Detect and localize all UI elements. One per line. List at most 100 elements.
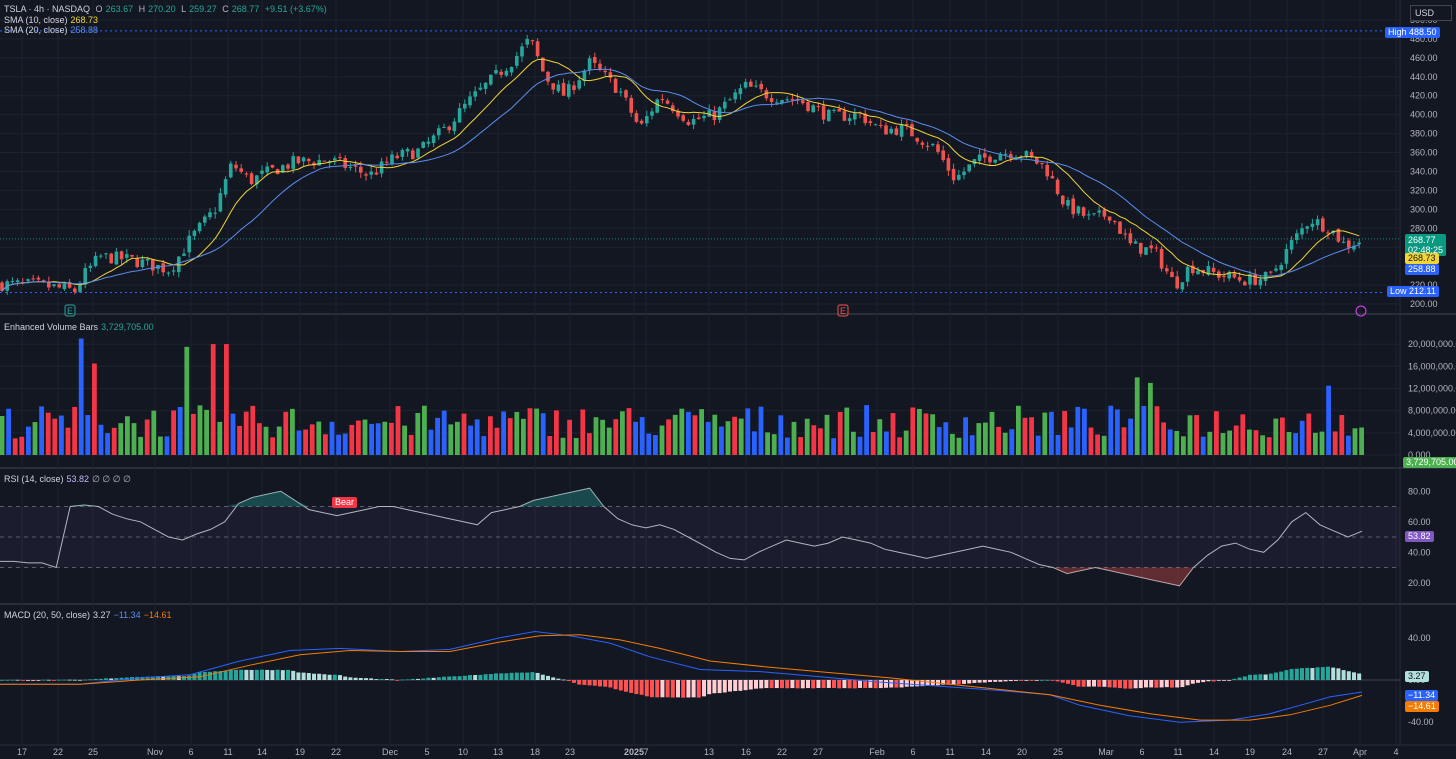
macd-hist-bar bbox=[613, 680, 618, 690]
volume-bar bbox=[917, 408, 922, 455]
candle-body bbox=[712, 110, 717, 121]
macd-hist-bar bbox=[821, 680, 826, 689]
candle-body bbox=[525, 38, 529, 45]
volume-bar bbox=[349, 424, 355, 455]
rsi-extras: ∅ ∅ ∅ ∅ bbox=[92, 474, 131, 484]
volume-bar bbox=[375, 423, 381, 455]
open-value: 263.67 bbox=[105, 4, 134, 14]
candle-body bbox=[821, 105, 826, 120]
macd-hist-bar bbox=[728, 680, 732, 692]
volume-bar bbox=[633, 421, 638, 455]
candle-body bbox=[707, 110, 711, 117]
currency-selector[interactable]: USD bbox=[1410, 5, 1452, 21]
candle-body bbox=[473, 91, 477, 97]
candle-body bbox=[515, 56, 519, 66]
candle-body bbox=[1248, 274, 1252, 285]
macd-hist-bar bbox=[317, 673, 322, 680]
volume-bar bbox=[752, 431, 757, 455]
candle-body bbox=[374, 172, 379, 175]
candle-body bbox=[1144, 247, 1148, 255]
volume-bar bbox=[705, 421, 711, 455]
volume-bar bbox=[897, 437, 902, 455]
macd-hist-bar bbox=[1258, 674, 1263, 680]
volume-bar bbox=[811, 425, 817, 455]
macd-hist-bar bbox=[967, 680, 972, 684]
volume-bar bbox=[151, 410, 157, 455]
low-label: L bbox=[181, 4, 187, 14]
macd-hist-bar bbox=[10, 679, 15, 681]
macd-hist-bar bbox=[218, 671, 223, 680]
volume-bar bbox=[1319, 431, 1325, 455]
candle-body bbox=[411, 150, 415, 160]
candles-group bbox=[0, 34, 1361, 295]
macd-hist-bar bbox=[904, 680, 909, 687]
candle-body bbox=[1118, 221, 1122, 234]
volume-bar bbox=[521, 418, 526, 455]
macd-hist-bar bbox=[57, 679, 62, 681]
open-label: O bbox=[95, 4, 103, 14]
macd-hist-bar bbox=[717, 680, 722, 694]
sma20-legend[interactable]: SMA (20, close) 258.88 bbox=[4, 24, 101, 36]
candle-body bbox=[265, 166, 269, 173]
volume-bar bbox=[666, 419, 671, 455]
volume-bar bbox=[125, 416, 130, 455]
macd-hist-bar bbox=[722, 680, 727, 693]
macd-signal-badge: −11.34 bbox=[1405, 690, 1439, 701]
macd-hist-bar bbox=[868, 680, 873, 688]
candle-body bbox=[1133, 241, 1138, 244]
macd-hist-bar bbox=[1279, 671, 1284, 680]
volume-bar bbox=[923, 413, 929, 455]
volume-bar bbox=[131, 423, 137, 455]
volume-bar bbox=[197, 405, 203, 455]
candle-body bbox=[1269, 271, 1273, 273]
macd-hist-bar bbox=[254, 669, 259, 680]
last-price-badge: 268.77 02:48:25 bbox=[1405, 234, 1447, 256]
macd-hist-bar bbox=[561, 679, 566, 681]
candle-body bbox=[281, 165, 285, 173]
candle-body bbox=[899, 124, 904, 137]
candle-body bbox=[1071, 198, 1075, 215]
high-badge: High 488.50 bbox=[1385, 27, 1440, 38]
x-tick-label: 6 bbox=[910, 747, 915, 757]
volume-bar bbox=[342, 433, 348, 455]
volume-bar bbox=[461, 413, 467, 455]
macd-hist-bar bbox=[582, 680, 587, 685]
candle-body bbox=[489, 74, 493, 85]
candle-body bbox=[1081, 207, 1086, 216]
macd-tick-label: 40.00 bbox=[1408, 633, 1431, 643]
macd-hist-bar bbox=[1268, 673, 1273, 680]
macd-legend[interactable]: MACD (20, 50, close) 3.27 −11.34 −14.61 bbox=[4, 609, 174, 621]
volume-bar bbox=[39, 406, 44, 455]
bear-divergence-label: Bear bbox=[332, 497, 358, 508]
macd-hist-bar bbox=[234, 669, 238, 680]
candle-body bbox=[1128, 233, 1133, 244]
volume-bar bbox=[943, 422, 949, 455]
candle-body bbox=[1326, 232, 1330, 234]
sma20-line bbox=[1, 68, 1360, 292]
volume-bar bbox=[230, 413, 236, 455]
volume-bar bbox=[989, 411, 995, 455]
candle-body bbox=[842, 111, 847, 121]
macd-hist-bar bbox=[1014, 680, 1018, 681]
candle-body bbox=[733, 92, 737, 100]
candle-body bbox=[291, 156, 295, 169]
macd-hist-bar bbox=[1289, 669, 1294, 680]
volume-bar bbox=[745, 408, 751, 455]
volume-bar bbox=[336, 434, 341, 455]
macd-hist-bar bbox=[592, 680, 597, 686]
volume-legend[interactable]: Enhanced Volume Bars 3,729,705.00 bbox=[4, 321, 157, 333]
volume-bar bbox=[1187, 415, 1193, 455]
volume-bar bbox=[65, 427, 71, 455]
symbol-label[interactable]: TSLA · 4h · NASDAQ bbox=[4, 4, 91, 14]
macd-hist-bar bbox=[67, 679, 72, 681]
volume-bar bbox=[415, 412, 421, 455]
macd-hist-bar bbox=[889, 680, 894, 688]
volume-bar bbox=[963, 417, 968, 455]
macd-hist-bar bbox=[1175, 680, 1180, 688]
volume-bars-group bbox=[0, 338, 1364, 455]
rsi-legend[interactable]: RSI (14, close) 53.82 ∅ ∅ ∅ ∅ bbox=[4, 473, 134, 485]
volume-bar bbox=[158, 436, 163, 455]
sma10-legend[interactable]: SMA (10, close) 268.73 bbox=[4, 14, 101, 26]
macd-hist-bar bbox=[962, 680, 966, 684]
